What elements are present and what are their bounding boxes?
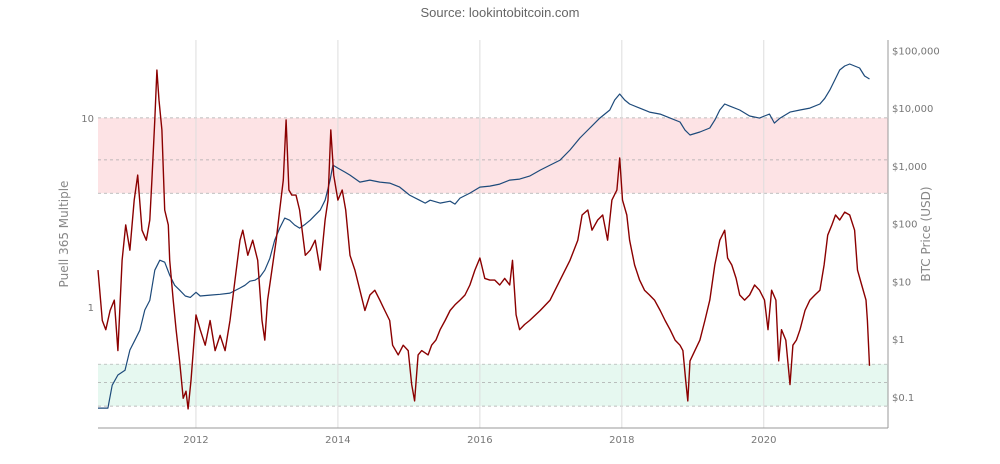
high-zone-band xyxy=(98,117,888,194)
right-y-tick-label: $0.1 xyxy=(892,393,914,404)
right-y-tick-label: $10,000 xyxy=(892,104,933,115)
x-tick-label: 2020 xyxy=(751,435,776,446)
btc-price-line xyxy=(98,63,870,409)
right-y-tick-label: $100,000 xyxy=(892,47,940,58)
right-y-tick-label: $1,000 xyxy=(892,162,927,173)
puell-multiple-line xyxy=(97,69,871,410)
x-tick-label: 2018 xyxy=(609,435,634,446)
x-tick-label: 2016 xyxy=(467,435,492,446)
x-tick-label: 2014 xyxy=(325,435,350,446)
left-y-axis-title: Puell 365 Multiple xyxy=(57,181,71,288)
right-y-tick-label: $1 xyxy=(892,335,905,346)
left-y-tick-label: 10 xyxy=(81,114,94,125)
right-y-tick-label: $10 xyxy=(892,277,911,288)
low-zone-band xyxy=(98,364,888,407)
right-y-tick-label: $100 xyxy=(892,220,917,231)
right-y-axis-title: BTC Price (USD) xyxy=(919,186,933,281)
chart-source-caption: Source: lookintobitcoin.com xyxy=(420,5,580,20)
left-y-tick-label: 1 xyxy=(88,303,94,314)
x-tick-label: 2012 xyxy=(183,435,208,446)
